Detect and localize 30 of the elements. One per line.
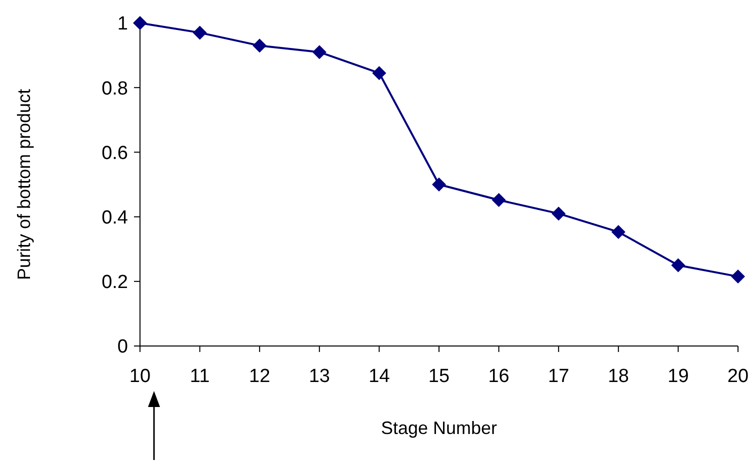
x-tick-label: 11 (190, 366, 210, 387)
point (252, 38, 267, 53)
point (611, 224, 626, 239)
x-tick-label: 17 (548, 366, 570, 387)
x-tick-label: 20 (727, 366, 749, 387)
point (372, 66, 386, 80)
x-tick-label: 14 (368, 366, 390, 387)
y-axis-title: Purity of bottom product (14, 88, 34, 280)
x-tick-label: 15 (428, 366, 450, 387)
x-tick-label: 18 (608, 366, 629, 387)
point (671, 258, 686, 272)
y-tick-label: 1 (117, 14, 128, 35)
y-tick-label: 0.6 (102, 142, 128, 164)
point (312, 45, 326, 60)
x-tick-label: 12 (249, 366, 270, 387)
y-tick-label: 0.4 (102, 207, 128, 228)
y-tick-label: 0.8 (102, 78, 128, 100)
x-tick-label: 13 (308, 366, 330, 387)
x-axis-title: Stage Number (380, 418, 498, 438)
point (492, 193, 506, 208)
point (133, 16, 147, 30)
point (552, 206, 566, 221)
y-tick-label: 0 (117, 336, 128, 358)
point (192, 26, 207, 40)
point (432, 178, 446, 192)
y-tick-label: 0.2 (102, 272, 128, 294)
x-tick-label: 10 (129, 366, 151, 387)
x-tick-label: 19 (668, 366, 689, 387)
point (731, 270, 745, 284)
x-tick-label: 16 (488, 366, 510, 387)
